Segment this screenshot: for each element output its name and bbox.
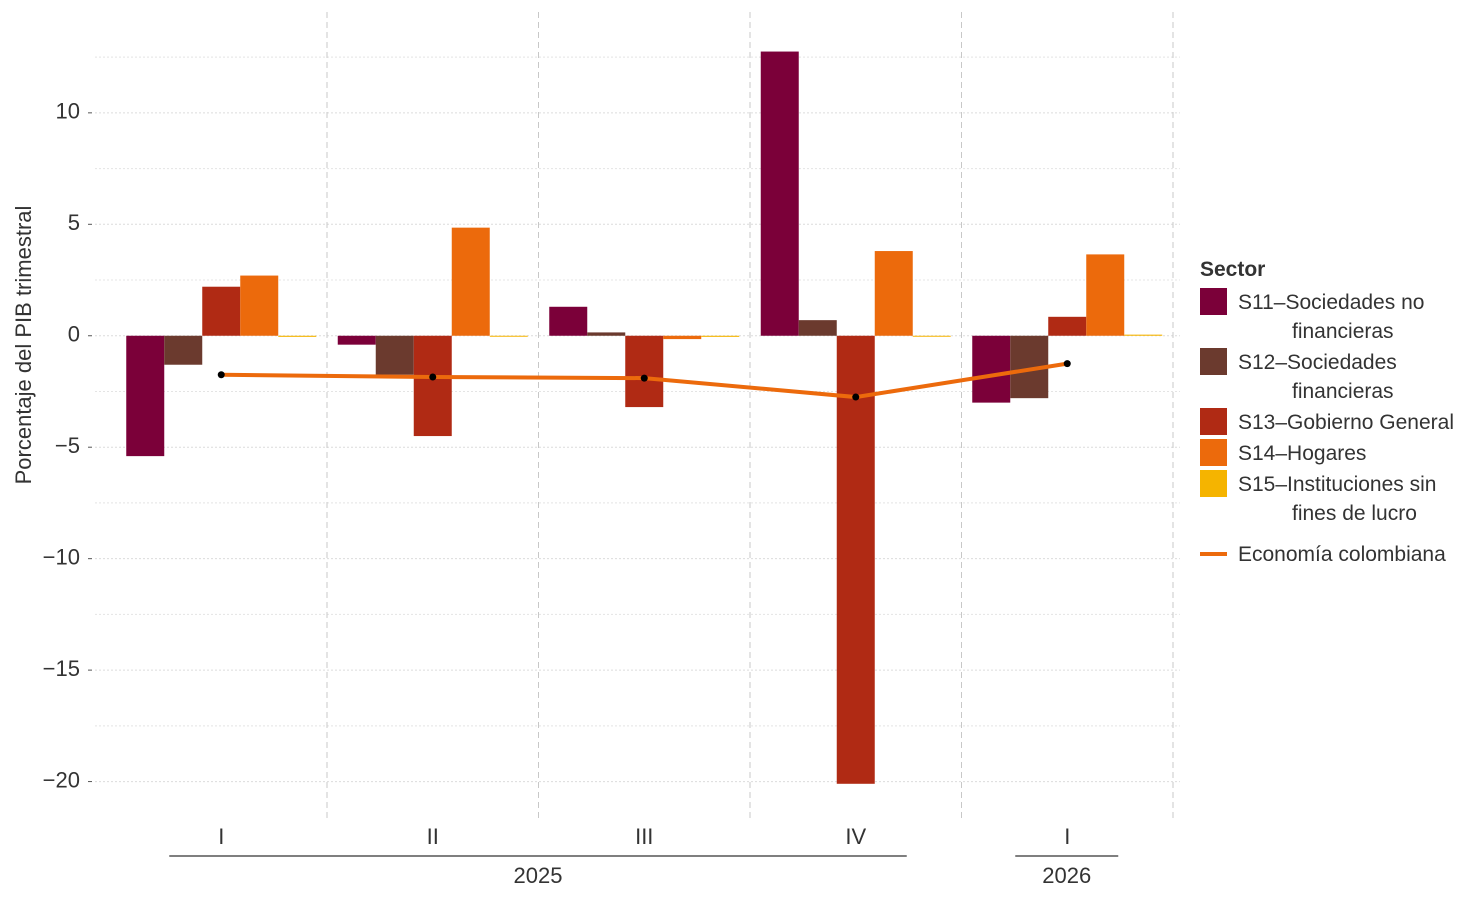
bar: [701, 335, 740, 337]
bar: [489, 335, 528, 337]
bar: [337, 335, 376, 345]
bar: [587, 332, 626, 336]
bar: [413, 335, 452, 437]
y-tick-label: −5: [55, 433, 80, 458]
x-tick-label: IV: [845, 824, 866, 849]
x-tick-label: I: [218, 824, 224, 849]
bar: [202, 286, 241, 336]
bar: [798, 320, 837, 336]
legend-label: S11–Sociedades no financieras: [1238, 291, 1425, 343]
y-tick-label: −15: [43, 656, 80, 681]
bar: [760, 51, 799, 336]
legend-swatch: [1200, 439, 1227, 466]
legend-swatch: [1200, 288, 1227, 315]
chart: Porcentaje del PIB trimestral −20 −15 −10 −…: [11, 12, 1180, 888]
line-point: [217, 371, 225, 379]
bar: [1048, 316, 1087, 336]
bar: [972, 335, 1011, 403]
y-tick-label: 5: [68, 210, 80, 235]
bar: [912, 335, 951, 337]
group-label: 2025: [514, 863, 563, 888]
bar: [836, 335, 875, 784]
legend-item: Economía colombiana: [1200, 540, 1480, 569]
legend-swatch: [1200, 470, 1227, 497]
bar: [240, 275, 279, 336]
bar: [164, 335, 203, 365]
bar: [375, 335, 414, 375]
legend: Sector S11–Sociedades no financieras S12–…: [1200, 258, 1480, 571]
legend-title: Sector: [1200, 258, 1266, 281]
legend-item: S11–Sociedades no financieras: [1200, 288, 1480, 346]
legend-item: S14–Hogares: [1200, 439, 1480, 468]
line-point: [852, 393, 860, 401]
y-tick-label: 0: [68, 322, 80, 347]
bar: [451, 227, 490, 336]
legend-swatch: [1200, 552, 1227, 556]
legend-label: S15–Instituciones sin fines de lucro: [1238, 473, 1437, 525]
legend-label: S14–Hogares: [1238, 442, 1367, 465]
bar: [625, 335, 664, 408]
group-label: 2026: [1042, 863, 1091, 888]
x-tick-label: III: [635, 824, 653, 849]
legend-label: S13–Gobierno General: [1238, 411, 1454, 434]
y-axis-label: Porcentaje del PIB trimestral: [11, 206, 36, 485]
bar: [549, 306, 588, 336]
bar: [663, 335, 702, 340]
x-tick-label: II: [427, 824, 439, 849]
legend-item: S13–Gobierno General: [1200, 408, 1480, 437]
legend-label: Economía colombiana: [1238, 543, 1446, 566]
x-tick-label: I: [1064, 824, 1070, 849]
bar: [278, 335, 317, 337]
bar: [126, 335, 165, 457]
y-tick-label: −10: [43, 544, 80, 569]
y-tick-label: −20: [43, 767, 80, 792]
legend-label: S12–Sociedades financieras: [1238, 351, 1397, 403]
legend-swatch: [1200, 408, 1227, 435]
legend-item: S12–Sociedades financieras: [1200, 348, 1480, 406]
bar: [1086, 254, 1125, 336]
legend-item: S15–Instituciones sin fines de lucro: [1200, 470, 1480, 528]
bar: [874, 251, 913, 336]
legend-swatch: [1200, 348, 1227, 375]
bar: [1124, 334, 1163, 336]
y-tick-label: 10: [56, 99, 80, 124]
line-point: [640, 374, 648, 382]
line-point: [1063, 360, 1071, 368]
line-point: [429, 373, 437, 381]
